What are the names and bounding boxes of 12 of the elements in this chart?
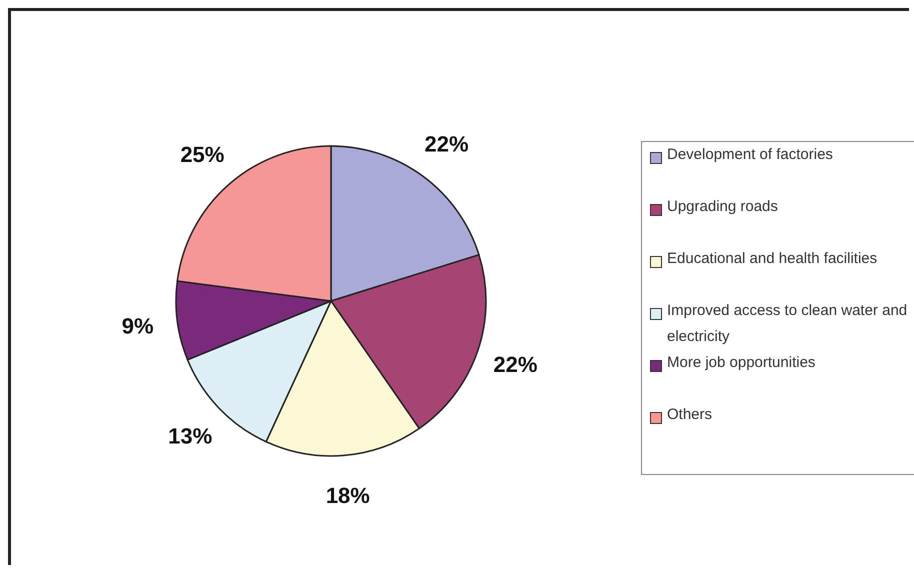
data-label: 25%	[180, 142, 224, 167]
legend-label: Upgrading roads	[667, 197, 778, 217]
data-label: 9%	[122, 314, 154, 339]
data-label: 18%	[326, 482, 370, 508]
legend-label: More job opportunities	[667, 353, 816, 373]
legend-label: Others	[667, 405, 712, 425]
data-label: 13%	[168, 423, 212, 448]
data-label: 22%	[493, 352, 538, 377]
legend-label: Educational and health facilities	[667, 249, 878, 269]
legend-label: Improved access to clean water and electricity	[667, 301, 908, 347]
data-label: 22%	[424, 131, 469, 156]
legend-label: Development of factories	[667, 145, 833, 165]
